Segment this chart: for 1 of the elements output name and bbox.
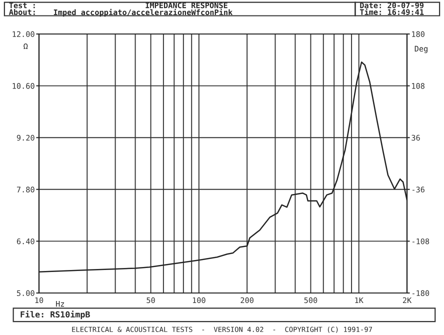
text: File: RS10impB (20, 310, 90, 320)
